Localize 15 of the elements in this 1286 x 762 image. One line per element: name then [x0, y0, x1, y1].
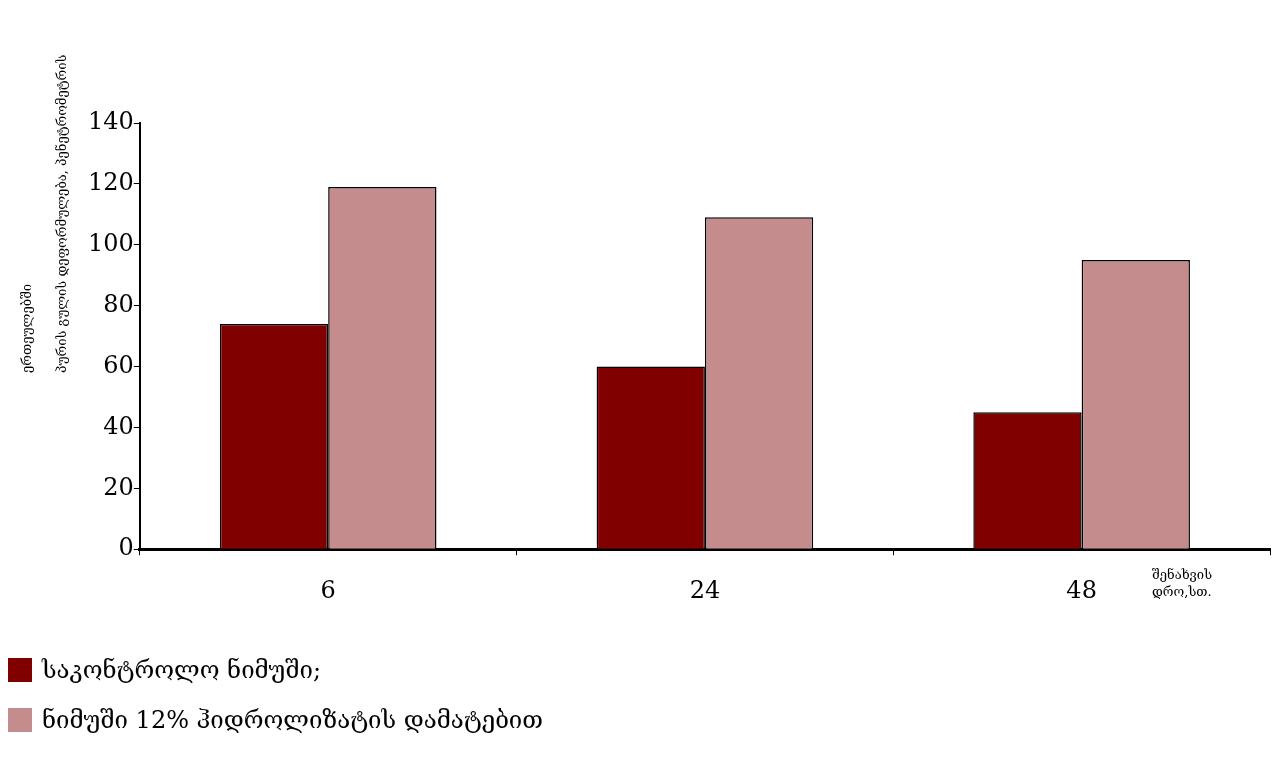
y-tick-label: 60 — [103, 350, 134, 379]
legend-label: საკონტროლო ნიმუში; — [42, 656, 322, 684]
text: პურის გულის დეფორმულება, პენეტრომეტრის ერთეულებში — [19, 54, 70, 373]
x-tick-label: 6 — [320, 575, 336, 604]
y-tick-label: 0 — [118, 533, 134, 562]
y-tick-label: 120 — [88, 168, 134, 197]
y-tick-label: 80 — [103, 289, 134, 318]
y-tick-label: 100 — [88, 229, 134, 258]
x-tick-label: 24 — [689, 575, 721, 604]
x-tick-label: 48 — [1066, 575, 1097, 604]
y-tick-label: 140 — [88, 107, 134, 136]
x-axis-title: შენახვის დრო,სთ. — [1152, 567, 1213, 600]
y-tick-label: 40 — [103, 411, 134, 440]
legend-label: ნიმუში 12% ჰიდროლიზატის დამატებით — [42, 706, 543, 734]
y-tick-label: 20 — [103, 472, 134, 501]
